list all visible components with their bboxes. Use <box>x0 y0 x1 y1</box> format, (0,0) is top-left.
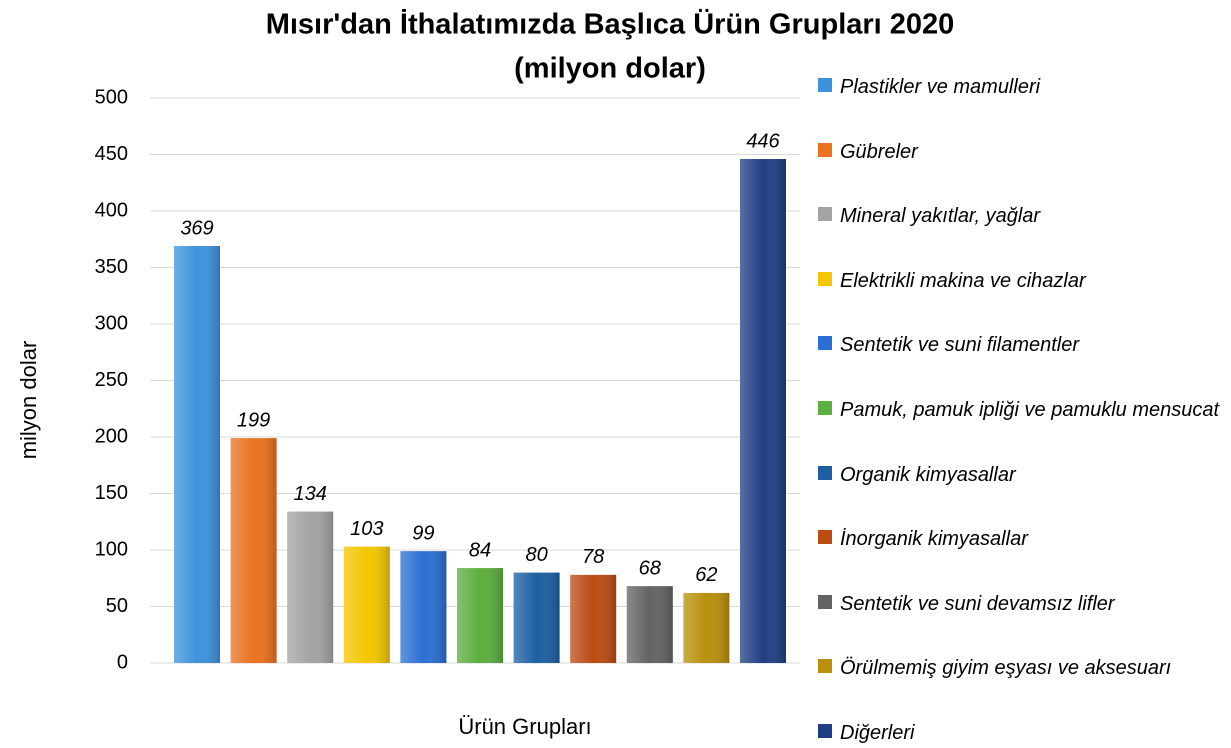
bar-shading <box>570 574 617 663</box>
bar-shading <box>626 586 673 663</box>
legend-swatch <box>818 659 832 674</box>
legend-item: Elektrikli makina ve cihazlar <box>818 266 1228 296</box>
legend-item: Sentetik ve suni devamsız lifler <box>818 589 1228 619</box>
legend-label: Plastikler ve mamulleri <box>840 76 1041 98</box>
legend-item: Diğerleri <box>818 718 1228 748</box>
legend-item: Plastikler ve mamulleri <box>818 72 1228 102</box>
legend-item: Sentetik ve suni filamentler <box>818 330 1228 360</box>
legend-item: Mineral yakıtlar, yağlar <box>818 201 1228 231</box>
y-tick-label: 450 <box>95 143 128 165</box>
y-tick-label: 200 <box>95 425 128 447</box>
bar-shading <box>287 511 334 663</box>
bar-shading <box>174 246 220 663</box>
data-label: 199 <box>237 409 270 431</box>
legend-item: İnorganik kimyasallar <box>818 524 1228 554</box>
data-label: 84 <box>469 539 491 561</box>
legend-swatch <box>818 271 832 286</box>
y-tick-label: 350 <box>95 256 128 278</box>
y-tick-label: 250 <box>95 369 128 391</box>
legend-swatch <box>818 207 832 222</box>
legend-item: Gübreler <box>818 137 1228 167</box>
legend-label: Mineral yakıtlar, yağlar <box>840 205 1041 228</box>
legend-swatch <box>818 401 832 415</box>
legend-item: Pamuk, pamuk ipliği ve pamuklu mensucat <box>818 395 1228 425</box>
x-axis-label: Ürün Grupları <box>458 714 591 739</box>
data-label: 99 <box>412 522 434 544</box>
data-label: 446 <box>746 130 780 152</box>
chart-subtitle: (milyon dolar) <box>514 53 706 85</box>
bar-shading <box>230 438 277 663</box>
legend-label: Örülmemiş giyim eşyası ve aksesuarı <box>840 657 1172 680</box>
y-tick-label: 100 <box>95 538 128 560</box>
bar-shading <box>740 159 786 663</box>
y-tick-label: 150 <box>95 482 128 504</box>
chart-title: Mısır'dan İthalatımızda Başlıca Ürün Gru… <box>266 8 955 41</box>
bar-shading <box>683 592 730 663</box>
legend-label: Gübreler <box>840 140 918 163</box>
legend-label: Diğerleri <box>840 722 915 744</box>
legend-swatch <box>818 530 832 545</box>
data-label: 134 <box>294 483 327 505</box>
legend-item: Örülmemiş giyim eşyası ve aksesuarı <box>818 653 1228 683</box>
legend-label: Pamuk, pamuk ipliği ve pamuklu mensucat <box>840 399 1220 421</box>
legend-swatch <box>818 724 832 738</box>
legend-item: Organik kimyasallar <box>818 460 1228 490</box>
bar-shading <box>513 572 560 663</box>
legend-label: Sentetik ve suni devamsız lifler <box>840 592 1115 615</box>
legend-swatch <box>818 465 832 480</box>
y-tick-label: 400 <box>95 199 128 221</box>
legend-swatch <box>818 594 832 609</box>
legend-label: Elektrikli makina ve cihazlar <box>840 269 1086 292</box>
legend-swatch <box>818 336 832 351</box>
y-tick-label: 500 <box>95 86 128 108</box>
bar-shading <box>400 551 447 663</box>
data-label: 80 <box>525 544 547 566</box>
bar-shading <box>457 568 503 663</box>
legend-label: Organik kimyasallar <box>840 463 1016 486</box>
legend-swatch <box>818 78 832 92</box>
data-label: 62 <box>695 564 717 586</box>
data-label: 68 <box>639 557 661 579</box>
data-label: 103 <box>350 518 383 540</box>
data-label: 369 <box>180 217 213 239</box>
legend-swatch <box>818 142 832 157</box>
y-axis-label: milyon dolar <box>16 341 41 460</box>
y-tick-label: 300 <box>95 312 128 334</box>
y-tick-label: 0 <box>117 651 128 673</box>
legend-label: İnorganik kimyasallar <box>840 528 1028 551</box>
legend-label: Sentetik ve suni filamentler <box>840 334 1080 357</box>
data-label: 78 <box>582 546 604 568</box>
y-tick-label: 50 <box>106 595 128 617</box>
bar-shading <box>343 546 390 663</box>
